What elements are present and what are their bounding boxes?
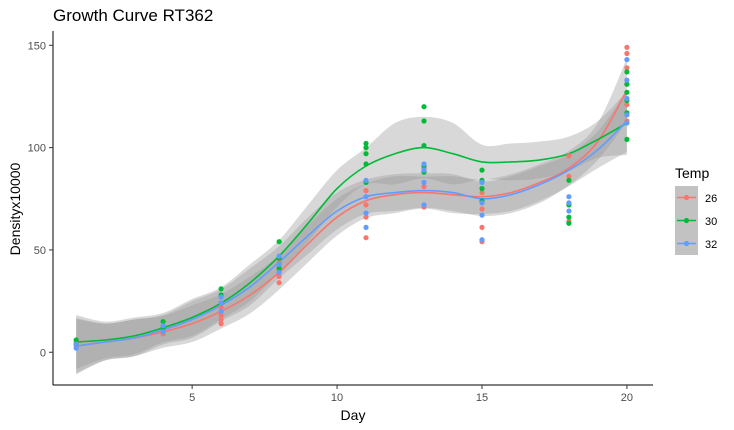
- point-32-19: [479, 212, 485, 218]
- point-30-25: [566, 214, 572, 220]
- legend-label-26: 26: [705, 193, 717, 205]
- point-32-17: [421, 161, 427, 167]
- point-26-6: [218, 321, 224, 327]
- point-30-32: [624, 81, 630, 87]
- point-32-12: [363, 194, 369, 200]
- point-32-2: [160, 329, 166, 335]
- point-32-27: [624, 95, 630, 102]
- chart-title: Growth Curve RT362: [53, 6, 214, 25]
- point-26-16: [363, 202, 369, 208]
- legend-key-point-30: [683, 217, 690, 224]
- point-32-0: [73, 345, 79, 351]
- point-26-9: [218, 304, 224, 310]
- legend-label-30: 30: [705, 216, 717, 228]
- point-32-25: [624, 120, 630, 126]
- point-30-31: [624, 89, 630, 95]
- point-32-18: [479, 237, 485, 243]
- point-30-24: [566, 220, 572, 226]
- point-30-1: [73, 337, 79, 343]
- point-26-33: [624, 50, 630, 57]
- point-32-23: [566, 200, 572, 206]
- confidence-bands: [76, 58, 627, 375]
- point-32-15: [421, 179, 427, 185]
- point-30-3: [160, 319, 166, 325]
- point-30-12: [363, 151, 369, 157]
- point-26-34: [624, 44, 630, 50]
- point-26-17: [363, 188, 369, 194]
- legend-title: Temp: [675, 165, 709, 181]
- point-26-24: [479, 190, 485, 196]
- point-30-17: [421, 143, 427, 149]
- legend-key-point-26: [683, 194, 690, 201]
- point-32-1: [73, 341, 79, 347]
- point-32-20: [479, 200, 485, 206]
- point-30-21: [479, 185, 485, 192]
- point-32-13: [363, 177, 369, 183]
- y-tick-label-150: 150: [28, 40, 46, 52]
- point-26-15: [363, 214, 369, 220]
- point-32-16: [421, 167, 427, 173]
- point-32-14: [421, 202, 427, 208]
- point-26-8: [218, 312, 224, 318]
- point-26-23: [479, 206, 485, 212]
- point-32-26: [624, 112, 630, 118]
- data-points: [73, 44, 630, 351]
- point-32-11: [363, 210, 369, 216]
- point-32-9: [276, 253, 282, 259]
- y-tick-label-50: 50: [34, 245, 46, 257]
- x-tick-label-5: 5: [189, 392, 195, 404]
- point-26-27: [566, 173, 572, 179]
- point-26-19: [421, 183, 427, 190]
- point-30-18: [421, 118, 427, 124]
- legend-label-32: 32: [705, 239, 717, 251]
- point-26-14: [363, 235, 369, 241]
- point-26-7: [218, 316, 224, 323]
- point-32-28: [624, 77, 630, 83]
- point-30-14: [363, 140, 369, 147]
- point-26-32: [624, 65, 630, 71]
- point-32-7: [276, 269, 282, 275]
- confidence-band-26: [76, 58, 627, 375]
- point-32-8: [276, 261, 282, 267]
- y-axis-label: Densityx10000: [7, 162, 23, 255]
- legend-key-point-32: [683, 240, 690, 247]
- point-32-21: [479, 179, 485, 185]
- confidence-band-30: [76, 91, 627, 369]
- point-26-11: [276, 273, 282, 280]
- x-tick-label-20: 20: [621, 392, 633, 404]
- point-30-13: [363, 145, 369, 151]
- point-30-7: [276, 265, 282, 271]
- point-30-6: [218, 286, 224, 292]
- point-32-22: [566, 208, 572, 214]
- point-32-4: [218, 308, 224, 314]
- point-32-10: [363, 224, 369, 230]
- point-26-10: [276, 280, 282, 286]
- confidence-band-32: [76, 90, 627, 374]
- legend: Temp 26 30 32: [675, 165, 717, 255]
- point-26-30: [624, 102, 630, 108]
- x-tick-label-10: 10: [331, 392, 343, 404]
- point-26-22: [479, 224, 485, 230]
- point-30-9: [276, 239, 282, 245]
- y-tick-label-0: 0: [40, 347, 46, 359]
- point-30-27: [566, 177, 572, 183]
- point-32-3: [160, 323, 166, 329]
- point-32-5: [218, 300, 224, 306]
- point-30-11: [363, 161, 369, 167]
- point-32-29: [624, 57, 630, 63]
- point-30-33: [624, 69, 630, 75]
- point-30-19: [421, 104, 427, 110]
- x-axis-label: Day: [341, 407, 366, 423]
- point-32-24: [566, 194, 572, 200]
- point-30-23: [479, 167, 485, 173]
- y-tick-label-100: 100: [28, 143, 46, 155]
- point-32-6: [218, 294, 224, 300]
- x-tick-label-15: 15: [476, 392, 488, 404]
- point-30-28: [624, 136, 630, 142]
- axes: 5 10 15 20 0 50 100 150 Day Densityx10000: [7, 31, 653, 423]
- point-26-28: [566, 153, 572, 159]
